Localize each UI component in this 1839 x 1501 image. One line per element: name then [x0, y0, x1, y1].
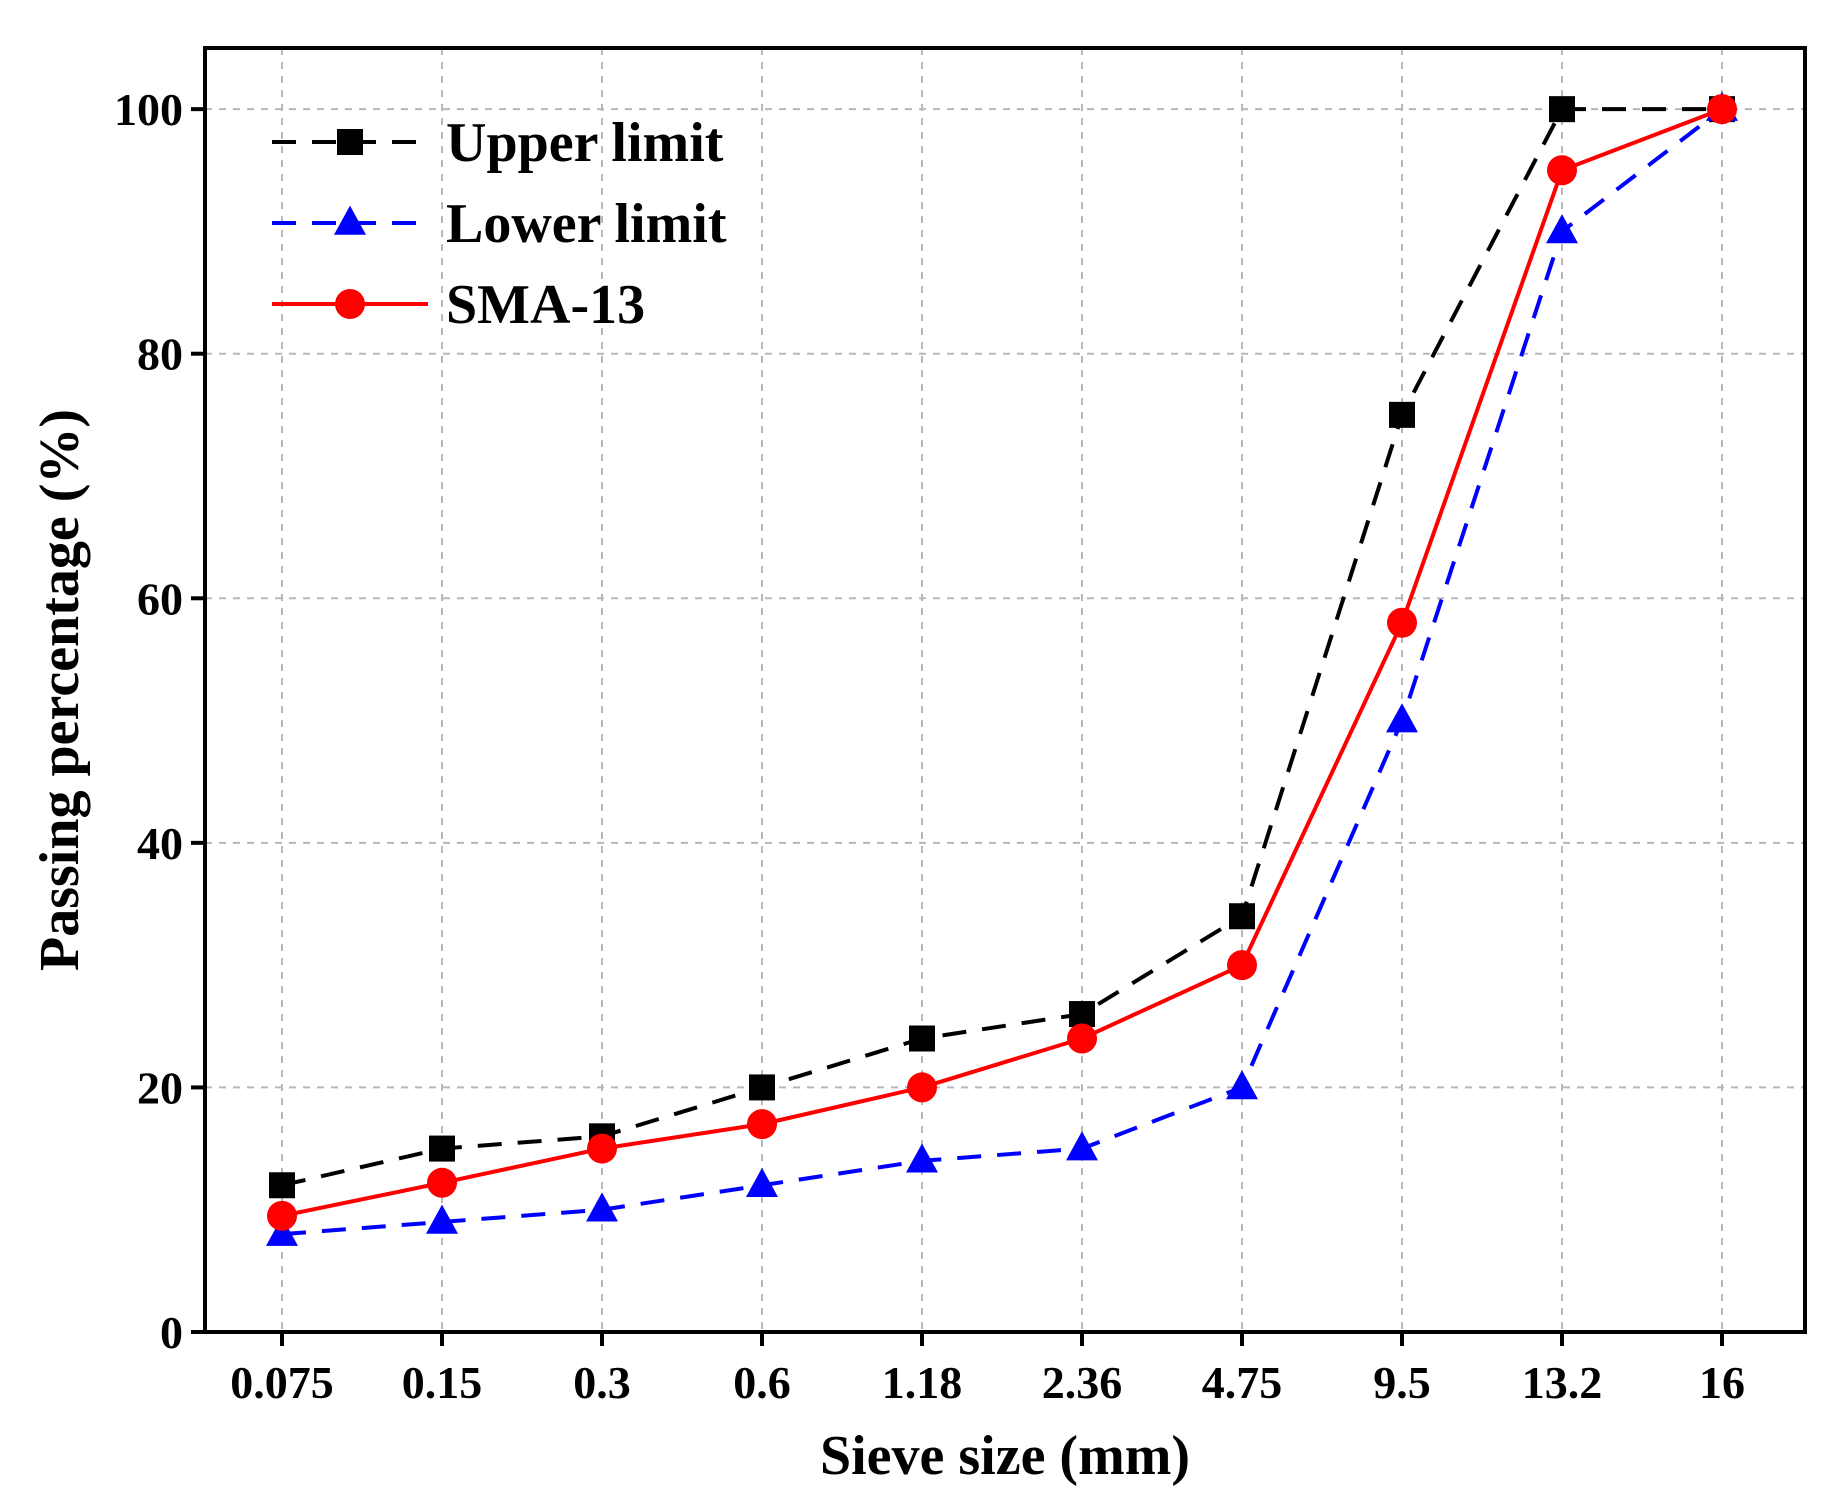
x-tick-label: 1.18 [882, 1357, 963, 1408]
x-tick-label: 0.3 [573, 1357, 631, 1408]
data-point-circle [427, 1168, 457, 1198]
data-point-circle [1227, 950, 1257, 980]
x-tick-label: 0.6 [733, 1357, 791, 1408]
data-point-circle [1547, 155, 1577, 185]
legend-label: SMA-13 [446, 274, 645, 336]
chart: 0.075 0.15 0.3 0.6 1.18 2.36 4.75 9.5 13.2 16 0 20 4… [0, 0, 1839, 1501]
data-point-circle [587, 1134, 617, 1164]
legend-label: Upper limit [446, 112, 724, 174]
data-point-circle [335, 289, 365, 319]
x-axis-title: Sieve size (mm) [820, 1425, 1190, 1487]
data-point-square [429, 1136, 455, 1162]
data-point-circle [907, 1072, 937, 1102]
y-tick-label: 20 [137, 1062, 183, 1113]
y-tick-label: 0 [160, 1307, 183, 1358]
x-tick-label: 0.075 [230, 1357, 334, 1408]
y-axis-title: Passing percentage (%) [29, 409, 91, 971]
y-tick-label: 40 [137, 818, 183, 869]
data-point-square [269, 1172, 295, 1198]
data-point-square [749, 1074, 775, 1100]
y-tick-label: 80 [137, 329, 183, 380]
legend-label: Lower limit [446, 193, 727, 255]
x-tick-label: 2.36 [1042, 1357, 1123, 1408]
data-point-square [337, 129, 363, 155]
data-point-square [1549, 96, 1575, 122]
data-point-circle [1707, 94, 1737, 124]
data-point-circle [747, 1109, 777, 1139]
y-tick-label: 100 [114, 84, 183, 135]
data-point-square [909, 1026, 935, 1052]
data-point-square [1229, 903, 1255, 929]
data-point-square [1389, 402, 1415, 428]
y-tick-label: 60 [137, 573, 183, 624]
data-point-circle [1387, 608, 1417, 638]
x-tick-label: 13.2 [1522, 1357, 1603, 1408]
x-tick-label: 9.5 [1373, 1357, 1431, 1408]
data-point-circle [267, 1201, 297, 1231]
x-tick-label: 16 [1699, 1357, 1745, 1408]
x-tick-label: 4.75 [1202, 1357, 1283, 1408]
x-tick-label: 0.15 [402, 1357, 483, 1408]
data-point-square [1069, 1001, 1095, 1027]
data-point-circle [1067, 1024, 1097, 1054]
